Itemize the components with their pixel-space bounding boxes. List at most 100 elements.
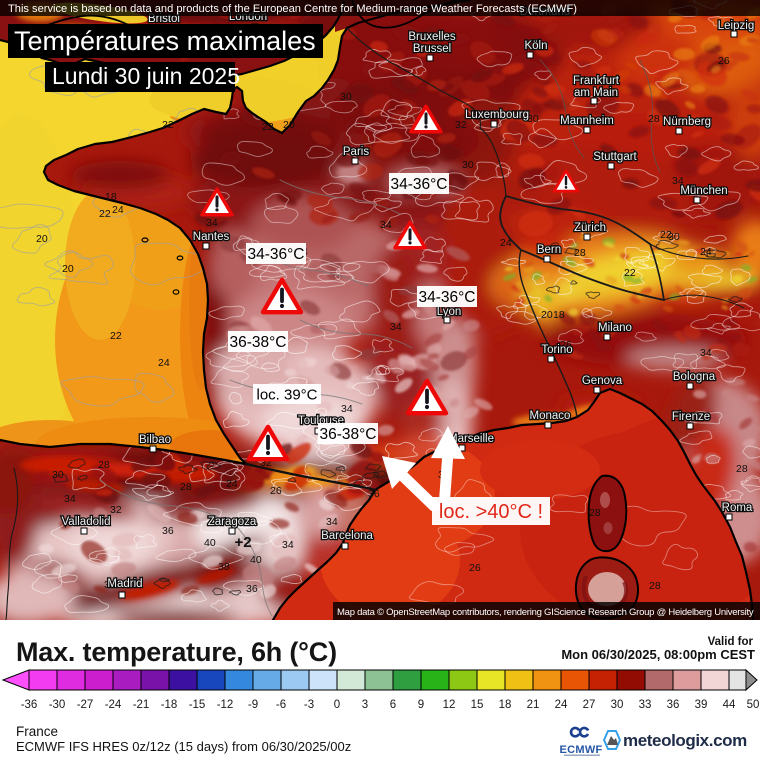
svg-text:18: 18 [553,309,565,321]
svg-text:36: 36 [368,488,380,500]
svg-text:Températures maximales: Températures maximales [14,26,316,56]
svg-text:39: 39 [695,699,708,711]
svg-text:-27: -27 [77,699,94,711]
svg-text:3: 3 [362,699,368,711]
svg-text:Barcelona: Barcelona [321,530,373,542]
svg-text:40: 40 [250,554,262,566]
svg-text:Lyon: Lyon [437,306,462,318]
svg-text:12: 12 [443,699,456,711]
svg-text:Map data © OpenStreetMap contr: Map data © OpenStreetMap contributors, r… [337,607,754,618]
svg-text:18: 18 [105,191,117,203]
svg-text:30: 30 [340,91,352,103]
svg-text:Valid for: Valid for [708,636,754,648]
svg-text:Valladolid: Valladolid [61,516,110,528]
svg-text:30: 30 [527,113,539,125]
svg-text:24: 24 [500,237,512,249]
svg-text:28: 28 [649,580,661,592]
svg-text:This service is based on data: This service is based on data and produc… [8,3,577,15]
svg-text:24: 24 [112,204,124,216]
svg-text:Lundi 30 juin 2025: Lundi 30 juin 2025 [52,63,240,89]
svg-text:0: 0 [334,699,340,711]
svg-text:Genova: Genova [582,375,623,387]
svg-text:Madrid: Madrid [107,578,142,590]
svg-text:-18: -18 [161,699,178,711]
svg-text:15: 15 [471,699,484,711]
svg-text:Nantes: Nantes [193,231,230,243]
svg-text:36: 36 [104,579,116,591]
svg-text:Stuttgart: Stuttgart [593,151,637,163]
svg-text:22: 22 [262,121,274,133]
svg-text:50: 50 [747,699,760,711]
svg-text:34: 34 [390,321,402,333]
svg-text:28: 28 [180,481,192,493]
svg-text:Leipzig: Leipzig [718,20,754,32]
svg-text:Torino: Torino [541,344,572,356]
svg-text:Marseille: Marseille [448,433,494,445]
svg-text:France: France [16,724,58,739]
svg-text:30: 30 [680,411,692,423]
svg-text:34: 34 [282,539,294,551]
svg-text:32: 32 [260,457,272,469]
svg-text:21: 21 [527,699,540,711]
svg-text:22: 22 [660,229,672,241]
svg-text:34: 34 [326,516,338,528]
svg-text:33: 33 [639,699,652,711]
svg-text:Mon 06/30/2025, 08:00pm CEST: Mon 06/30/2025, 08:00pm CEST [561,647,755,662]
svg-text:36-38°C: 36-38°C [229,334,286,351]
svg-text:am Main: am Main [574,87,618,99]
svg-text:Luxembourg: Luxembourg [465,109,529,121]
svg-text:Firenze: Firenze [672,411,710,423]
svg-text:36: 36 [162,525,174,537]
svg-text:ECMWF: ECMWF [559,744,602,756]
svg-text:meteologix.com: meteologix.com [623,731,747,750]
svg-text:Max. temperature, 6h (°C): Max. temperature, 6h (°C) [16,637,337,667]
svg-text:loc. >40°C !: loc. >40°C ! [439,501,543,523]
svg-text:24: 24 [226,478,238,490]
svg-text:26: 26 [560,339,572,351]
svg-text:30: 30 [668,231,680,243]
svg-text:20: 20 [62,263,74,275]
svg-text:28: 28 [648,113,660,125]
svg-text:-12: -12 [217,699,234,711]
svg-text:28: 28 [574,247,586,259]
svg-text:30: 30 [611,699,624,711]
svg-text:Frankfurt: Frankfurt [573,75,620,87]
svg-text:36-38°C: 36-38°C [319,426,376,443]
svg-text:-9: -9 [248,699,258,711]
svg-text:22: 22 [162,119,174,131]
svg-text:32: 32 [110,504,122,516]
svg-text:loc. 39°C: loc. 39°C [256,386,317,403]
svg-text:34: 34 [64,493,76,505]
svg-text:38: 38 [218,561,230,573]
svg-text:-6: -6 [276,699,286,711]
svg-text:Monaco: Monaco [530,410,571,422]
svg-text:34: 34 [341,403,353,415]
svg-text:Köln: Köln [524,40,547,52]
svg-text:Bern: Bern [537,244,561,256]
svg-text:20: 20 [541,309,553,321]
svg-text:Brussel: Brussel [413,43,451,55]
svg-text:-21: -21 [133,699,150,711]
svg-text:28: 28 [585,116,597,128]
svg-text:28: 28 [589,507,601,519]
svg-text:32: 32 [455,119,467,131]
svg-text:40: 40 [204,537,216,549]
svg-text:26: 26 [469,562,481,574]
svg-text:Mannheim: Mannheim [560,115,614,127]
svg-text:Bruxelles: Bruxelles [408,31,456,43]
svg-text:34: 34 [380,219,392,231]
svg-text:ECMWF IFS HRES 0z/12z (15 days: ECMWF IFS HRES 0z/12z (15 days) from 06/… [16,739,351,754]
svg-text:24: 24 [158,357,170,369]
svg-text:28: 28 [98,459,110,471]
svg-text:-36: -36 [21,699,38,711]
svg-text:-3: -3 [304,699,314,711]
svg-text:22: 22 [110,330,122,342]
svg-text:30: 30 [52,469,64,481]
svg-text:6: 6 [390,699,396,711]
svg-text:20: 20 [36,233,48,245]
svg-text:+2: +2 [234,534,251,551]
svg-text:Milano: Milano [598,322,632,334]
svg-text:-15: -15 [189,699,206,711]
svg-text:22: 22 [624,267,636,279]
svg-text:Zaragoza: Zaragoza [208,516,257,528]
